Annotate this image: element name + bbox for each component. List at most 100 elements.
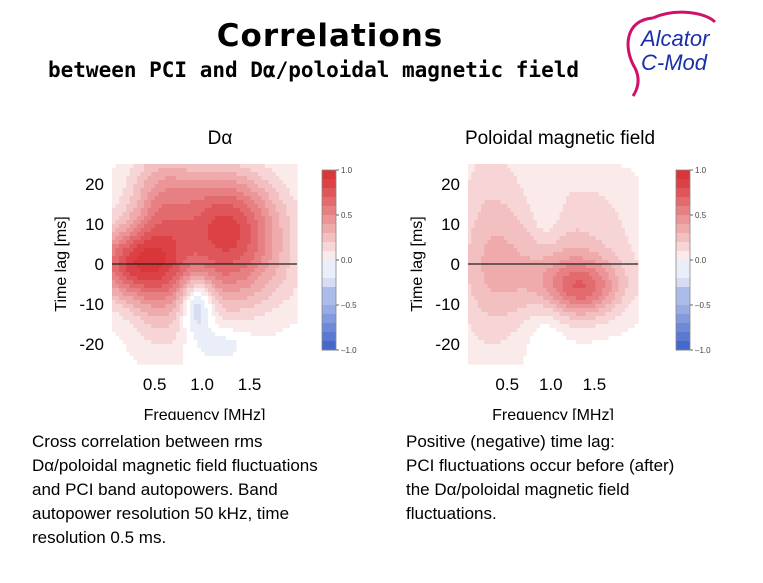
heatmap-cell	[530, 260, 534, 265]
heatmap-cell	[592, 312, 597, 317]
heatmap-cell	[608, 172, 613, 177]
heatmap-cell	[261, 308, 266, 313]
heatmap-cell	[264, 228, 270, 233]
heatmap-cell	[122, 320, 127, 325]
heatmap-cell	[229, 220, 234, 225]
heatmap-cell	[186, 272, 191, 277]
heatmap-cell	[559, 216, 564, 221]
heatmap-cell	[261, 300, 266, 305]
heatmap-cell	[293, 360, 298, 365]
heatmap-cell	[179, 308, 184, 313]
heatmap-cell	[602, 224, 606, 229]
heatmap-cell	[503, 260, 508, 265]
heatmap-cell	[279, 228, 284, 233]
heatmap-cell	[229, 288, 234, 293]
heatmap-cell	[507, 292, 512, 297]
heatmap-cell	[517, 232, 521, 237]
heatmap-cell	[566, 360, 570, 365]
heatmap-cell	[507, 256, 512, 261]
heatmap-cell	[510, 344, 515, 349]
heatmap-cell	[208, 268, 213, 273]
heatmap-cell	[126, 212, 131, 217]
heatmap-cell	[236, 292, 241, 297]
heatmap-cell	[602, 176, 606, 181]
heatmap-cell	[168, 324, 174, 329]
heatmap-cell	[487, 256, 492, 261]
heatmap-cell	[549, 184, 554, 189]
heatmap-cell	[490, 280, 495, 285]
heatmap-cell	[468, 220, 472, 225]
heatmap-cell	[268, 288, 273, 293]
colorbar-band	[322, 305, 336, 315]
heatmap-cell	[272, 296, 277, 301]
heatmap-cell	[595, 296, 600, 301]
heatmap-cell	[484, 260, 489, 265]
heatmap-cell	[272, 256, 277, 261]
heatmap-cell	[193, 272, 198, 277]
heatmap-cell	[208, 240, 213, 245]
heatmap-cell	[229, 284, 234, 289]
heatmap-cell	[275, 208, 280, 213]
heatmap-cell	[579, 280, 584, 285]
heatmap-cell	[556, 188, 561, 193]
heatmap-cell	[598, 240, 603, 245]
heatmap-cell	[520, 204, 525, 209]
heatmap-cell	[286, 200, 291, 205]
heatmap-cell	[126, 344, 131, 349]
heatmap-cell	[474, 188, 479, 193]
heatmap-cell	[497, 352, 502, 357]
heatmap-cell	[539, 220, 544, 225]
heatmap-cell	[275, 204, 280, 209]
heatmap-cell	[122, 264, 127, 269]
heatmap-cell	[543, 244, 548, 249]
heatmap-cell	[556, 164, 561, 169]
heatmap-cell	[595, 216, 600, 221]
heatmap-cell	[254, 348, 259, 353]
heatmap-cell	[477, 192, 482, 197]
heatmap-cell	[575, 264, 580, 269]
heatmap-cell	[254, 172, 259, 177]
heatmap-cell	[129, 164, 134, 169]
heatmap-cell	[232, 188, 238, 193]
heatmap-cell	[582, 184, 587, 189]
heatmap-cell	[115, 280, 120, 285]
heatmap-cell	[507, 332, 512, 337]
heatmap-cell	[161, 352, 166, 357]
heatmap-cell	[232, 208, 238, 213]
heatmap-cell	[257, 232, 263, 237]
heatmap-cell	[236, 320, 241, 325]
heatmap-cell	[618, 300, 623, 305]
heatmap-cell	[513, 304, 518, 309]
heatmap-cell	[119, 164, 124, 169]
heatmap-cell	[575, 356, 580, 361]
heatmap-cell	[168, 312, 174, 317]
heatmap-cell	[268, 208, 273, 213]
heatmap-cell	[165, 208, 170, 213]
heatmap-cell	[147, 352, 152, 357]
heatmap-cell	[208, 220, 213, 225]
heatmap-cell	[119, 256, 124, 261]
heatmap-cell	[579, 292, 584, 297]
heatmap-cell	[474, 268, 479, 273]
heatmap-cell	[605, 172, 610, 177]
heatmap-cell	[136, 340, 142, 345]
heatmap-cell	[615, 164, 619, 169]
heatmap-cell	[183, 344, 188, 349]
heatmap-cell	[468, 248, 472, 253]
heatmap-cell	[261, 264, 266, 269]
heatmap-cell	[158, 232, 163, 237]
heatmap-cell	[605, 288, 610, 293]
heatmap-cell	[133, 332, 138, 337]
heatmap-cell	[165, 336, 170, 341]
heatmap-cell	[133, 352, 138, 357]
heatmap-cell	[140, 268, 145, 273]
heatmap-cell	[549, 240, 554, 245]
heatmap-cell	[598, 212, 603, 217]
heatmap-cell	[257, 348, 263, 353]
heatmap-cell	[605, 228, 610, 233]
heatmap-cell	[236, 256, 241, 261]
heatmap-cell	[585, 172, 590, 177]
heatmap-cell	[543, 316, 548, 321]
heatmap-cell	[176, 244, 181, 249]
heatmap-cell	[215, 292, 220, 297]
